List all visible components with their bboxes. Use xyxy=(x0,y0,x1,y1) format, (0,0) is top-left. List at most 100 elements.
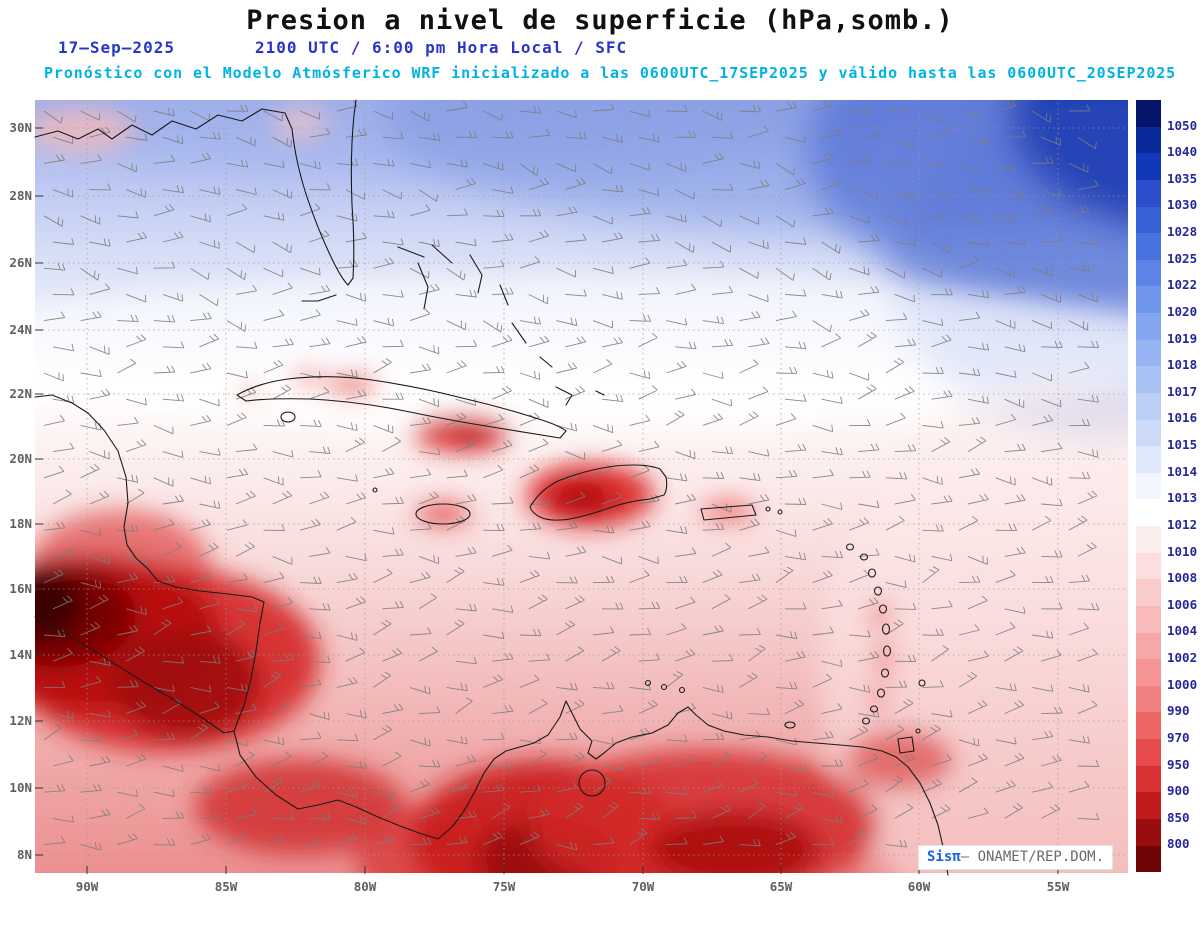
coastline-lake-maracaibo xyxy=(578,769,606,797)
watermark-source: – ONAMET/REP.DOM. xyxy=(960,849,1105,865)
colorbar-cell xyxy=(1136,313,1161,340)
colorbar-label: 1012 xyxy=(1167,516,1198,532)
colorbar-cell xyxy=(1136,499,1161,526)
tick-path xyxy=(35,127,1059,874)
colorbar-cell xyxy=(1136,845,1161,873)
colorbar-cell xyxy=(1136,552,1161,580)
colorbar-cell xyxy=(1136,286,1161,313)
colorbar-label: 1006 xyxy=(1167,596,1198,612)
watermark-brand: Sisπ xyxy=(927,849,961,865)
colorbar-label: 1040 xyxy=(1167,144,1198,160)
coastline-jamaica xyxy=(415,503,471,525)
coastline-virgin-islands-2 xyxy=(777,509,783,515)
colorbar-label: 970 xyxy=(1167,729,1190,745)
colorbar-cell xyxy=(1136,472,1161,500)
colorbar-cell xyxy=(1136,792,1161,819)
colorbar-label: 1002 xyxy=(1167,650,1198,666)
lat-label: 24N xyxy=(9,322,32,337)
lat-label: 12N xyxy=(9,713,32,728)
colorbar-cell xyxy=(1136,419,1161,447)
colorbar-label: 1018 xyxy=(1167,357,1198,373)
coastline-hispaniola xyxy=(529,464,668,521)
coastlines xyxy=(34,99,949,876)
colorbar-label: 1028 xyxy=(1167,224,1198,240)
coastline-virgin-islands xyxy=(765,506,771,512)
lat-label: 18N xyxy=(9,516,32,531)
colorbar-label: 1030 xyxy=(1167,197,1198,213)
forecast-date: 17–Sep–2025 xyxy=(58,38,175,57)
wind-barb-path xyxy=(43,100,1100,851)
colorbar-cell xyxy=(1136,179,1161,207)
lon-label: 90W xyxy=(76,879,99,894)
colorbar-cell xyxy=(1136,100,1161,127)
coastline-south-america xyxy=(437,700,949,876)
colorbar-label: 1015 xyxy=(1167,437,1198,453)
coastline-bahamas xyxy=(397,244,605,406)
lat-label: 26N xyxy=(9,255,32,270)
axis-labels: 30N 28N 26N 24N 22N 20N 18N 16N 14N 12N 10N 8N 90W 85… xyxy=(9,120,1069,894)
lon-label: 60W xyxy=(908,879,931,894)
lon-label: 55W xyxy=(1047,879,1070,894)
colorbar-cell xyxy=(1136,765,1161,793)
grid-lines xyxy=(38,103,1128,873)
coastline-lesser-antilles xyxy=(845,543,926,725)
colorbar-label: 990 xyxy=(1167,703,1190,719)
colorbar-bar xyxy=(1136,100,1161,873)
coastline-isla-juventud xyxy=(280,411,296,423)
lat-label: 16N xyxy=(9,581,32,596)
coastline-puerto-rico xyxy=(700,504,757,521)
colorbar-cell xyxy=(1136,446,1161,473)
lon-label: 80W xyxy=(354,879,377,894)
colorbar-label: 1013 xyxy=(1167,490,1198,506)
coastline-curacao xyxy=(660,683,668,691)
colorbar-cell xyxy=(1136,739,1161,766)
coastline-margarita xyxy=(784,721,796,729)
colorbar-cell xyxy=(1136,579,1161,606)
colorbar-cell xyxy=(1136,206,1161,234)
lat-label: 10N xyxy=(9,780,32,795)
coastline-cuba xyxy=(236,376,567,439)
colorbar-cell xyxy=(1136,392,1161,420)
colorbar-cell xyxy=(1136,605,1161,633)
colorbar-label: 1020 xyxy=(1167,303,1198,319)
colorbar-cell xyxy=(1136,632,1161,660)
lat-label: 30N xyxy=(9,120,32,135)
coastline-cayman xyxy=(372,487,378,493)
colorbar-cell xyxy=(1136,153,1161,180)
colorbar-cell xyxy=(1136,339,1161,367)
page-title: Presion a nivel de superficie (hPa,somb.… xyxy=(246,5,954,36)
map-container: 30N 28N 26N 24N 22N 20N 18N 16N 14N 12N 10N 8N 90W 85… xyxy=(0,95,1200,927)
wind-barbs xyxy=(43,100,1100,851)
colorbar-cell xyxy=(1136,526,1161,553)
lat-label: 20N xyxy=(9,451,32,466)
colorbar-label: 800 xyxy=(1167,836,1190,852)
colorbar-label: 1008 xyxy=(1167,570,1198,586)
coastline-us-gulf xyxy=(34,108,286,140)
colorbar-label: 1022 xyxy=(1167,277,1198,293)
coastline-florida xyxy=(284,99,357,302)
colorbar-label: 1025 xyxy=(1167,250,1198,266)
pressure-map: 30N 28N 26N 24N 22N 20N 18N 16N 14N 12N 10N 8N 90W 85… xyxy=(9,99,1128,894)
colorbar-cell xyxy=(1136,659,1161,686)
lat-label: 28N xyxy=(9,188,32,203)
lat-label: 14N xyxy=(9,647,32,662)
colorbar-label: 1014 xyxy=(1167,463,1198,479)
colorbar-cell xyxy=(1136,126,1161,154)
watermark: Sisπ– ONAMET/REP.DOM. xyxy=(918,845,1114,870)
colorbar-label: 850 xyxy=(1167,809,1190,825)
colorbar-label: 1010 xyxy=(1167,543,1198,559)
lon-label: 85W xyxy=(215,879,238,894)
lon-label: 65W xyxy=(770,879,793,894)
colorbar-cell xyxy=(1136,818,1161,846)
coastline-tobago xyxy=(915,728,921,734)
axis-ticks xyxy=(35,127,1059,874)
lat-label: 8N xyxy=(17,847,32,862)
colorbar-cell xyxy=(1136,366,1161,393)
colorbar-cell xyxy=(1136,685,1161,713)
colorbar-label: 1004 xyxy=(1167,623,1198,639)
lon-label: 75W xyxy=(493,879,516,894)
colorbar-label: 950 xyxy=(1167,756,1190,772)
colorbar-label: 1019 xyxy=(1167,330,1198,346)
lat-label: 22N xyxy=(9,386,32,401)
colorbar: 1050 1040 1035 1030 1028 1025 1022 1020 1019 1018… xyxy=(1136,100,1200,873)
